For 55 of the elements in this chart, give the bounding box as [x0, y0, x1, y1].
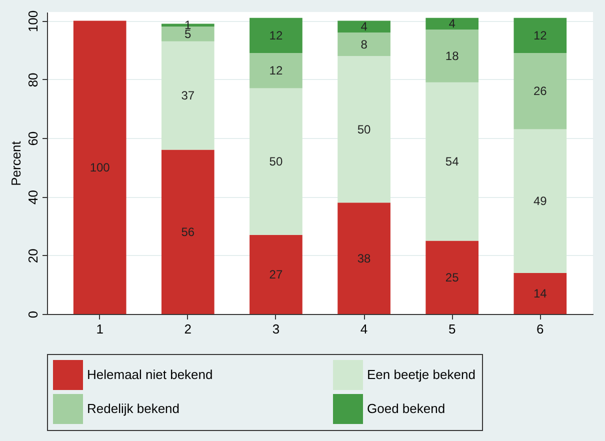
- data-label: 27: [269, 267, 283, 282]
- data-label: 37: [181, 88, 195, 103]
- x-tick-label: 2: [184, 322, 192, 336]
- x-tick-label: 6: [536, 322, 544, 336]
- data-label: 14: [533, 286, 548, 300]
- y-tick-label: 60: [26, 131, 40, 146]
- x-tick-label: 4: [360, 322, 368, 336]
- bar: [426, 18, 479, 30]
- bar: [514, 129, 567, 273]
- data-label: 12: [533, 28, 548, 42]
- legend-label: Helemaal niet bekend: [87, 367, 213, 382]
- data-label: 12: [269, 28, 283, 42]
- bar: [426, 30, 479, 82]
- legend-label: Redelijk bekend: [87, 401, 180, 416]
- bar: [426, 82, 479, 241]
- data-label: 38: [357, 251, 372, 266]
- y-axis-title: Percent: [8, 140, 24, 186]
- bar: [514, 18, 567, 54]
- data-label: 56: [181, 224, 195, 239]
- data-label: 25: [445, 270, 460, 284]
- y-tick-label: 0: [26, 310, 40, 318]
- y-tick-label: 100: [26, 10, 40, 32]
- y-tick-label: 80: [26, 72, 40, 88]
- bar: [426, 240, 479, 314]
- data-label: 4: [448, 16, 456, 31]
- bar: [338, 20, 390, 33]
- y-tick-label: 20: [26, 248, 40, 264]
- bar: [250, 88, 302, 235]
- x-tick-label: 3: [272, 322, 280, 336]
- legend-label: Goed bekend: [367, 401, 446, 416]
- data-label: 18: [445, 48, 460, 63]
- y-tick-label: 40: [26, 190, 40, 204]
- data-label: 26: [533, 84, 548, 98]
- bar: [250, 18, 302, 54]
- data-label: 54: [445, 154, 460, 169]
- x-tick-label: 5: [448, 322, 456, 336]
- data-label: 12: [269, 64, 283, 78]
- data-label: 50: [269, 154, 283, 169]
- data-label: 4: [360, 20, 368, 34]
- data-label: 8: [360, 37, 368, 52]
- bar: [250, 234, 302, 314]
- bar: [73, 20, 126, 314]
- legend-label: Een beetje bekend: [367, 367, 476, 382]
- bar: [338, 56, 390, 203]
- data-label: 50: [357, 122, 372, 136]
- bar: [514, 53, 567, 130]
- bar: [250, 53, 302, 88]
- bar: [161, 150, 214, 314]
- bar: [514, 272, 567, 314]
- x-tick-label: 1: [96, 322, 104, 336]
- data-label: 100: [90, 160, 110, 174]
- data-label: 49: [533, 194, 548, 208]
- bar: [161, 41, 214, 150]
- bar: [338, 32, 390, 56]
- bar: [338, 202, 390, 314]
